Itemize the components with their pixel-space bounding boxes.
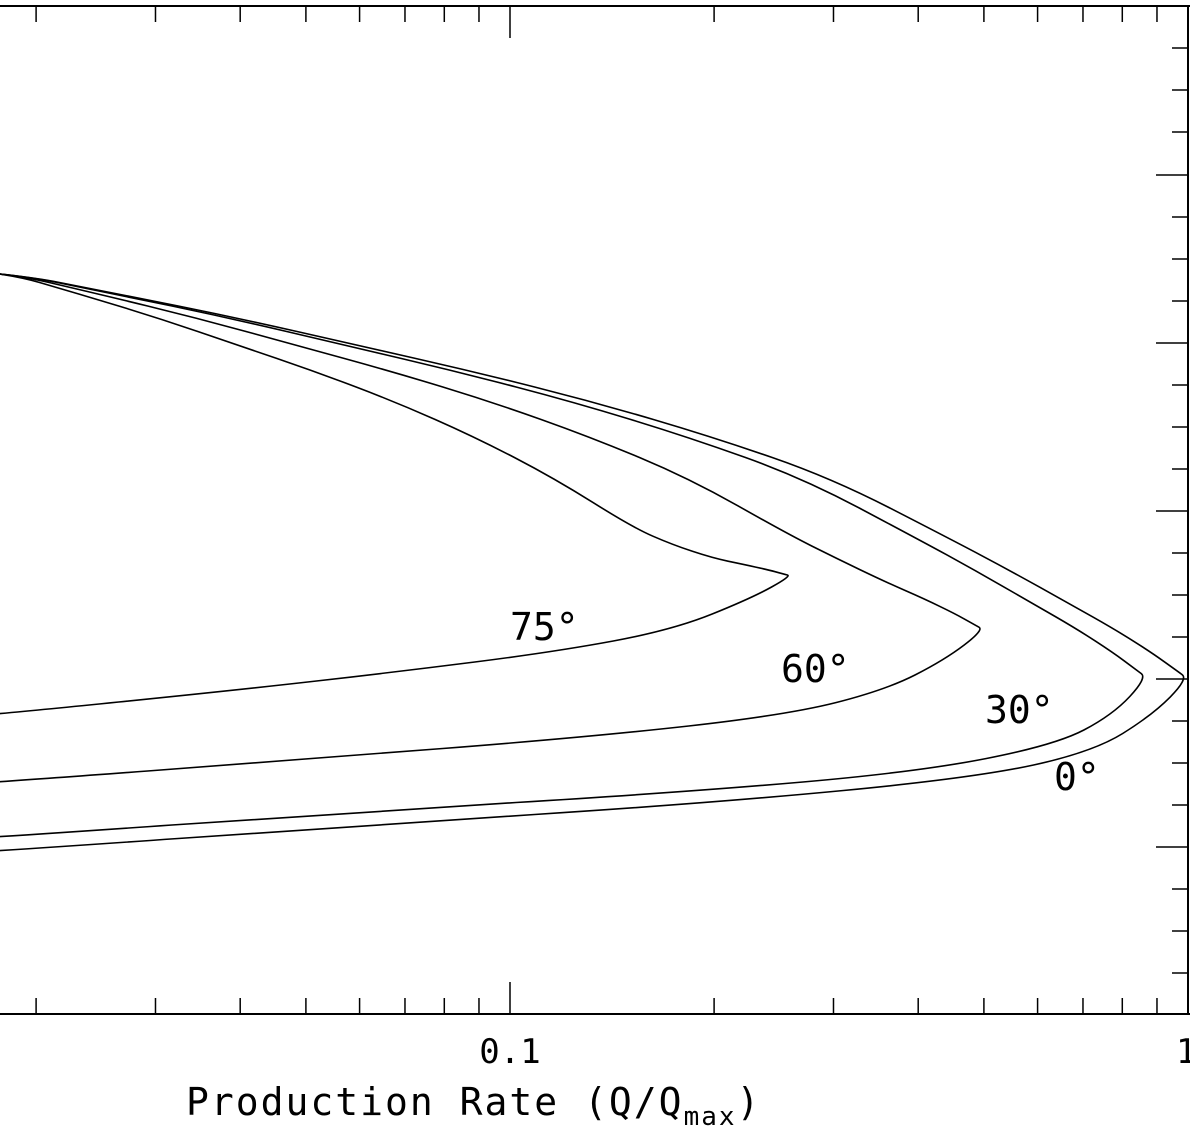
curve-60deg	[0, 273, 981, 783]
x-axis-label-subscript: max	[684, 1102, 737, 1129]
curves	[0, 273, 1185, 852]
curve-30deg	[0, 273, 1144, 838]
curve-label-0deg: 0°	[1054, 755, 1100, 799]
plot-frame	[0, 5, 1190, 1015]
curve-label-75deg: 75°	[510, 605, 579, 649]
x-axis-label-end: )	[737, 1080, 762, 1124]
x-axis-label: Production Rate (Q/Qmax)	[186, 1080, 761, 1129]
x-tick-label-0.1: 0.1	[479, 1032, 540, 1072]
axis-ticks	[35, 6, 1189, 1014]
curve-label-60deg: 60°	[781, 647, 850, 691]
x-axis-label-main: Production Rate (Q/Q	[186, 1080, 684, 1124]
curve-label-30deg: 30°	[985, 688, 1054, 732]
x-tick-label-1: 1	[1176, 1032, 1190, 1072]
curve-labels: 75° 60° 30°0°	[510, 605, 1100, 799]
curve-75deg	[0, 273, 789, 715]
curve-0deg	[0, 273, 1185, 852]
